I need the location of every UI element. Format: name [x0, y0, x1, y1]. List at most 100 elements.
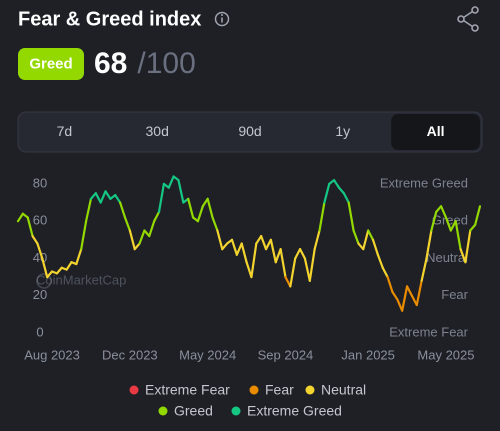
line-segment — [123, 216, 131, 232]
line-segment — [26, 216, 34, 238]
legend: Extreme Fear Fear Neutral Greed Extreme Gree… — [129, 382, 366, 419]
watermark-logo — [36, 273, 52, 289]
zone-label: Fear — [441, 287, 468, 302]
line-segment — [80, 220, 88, 251]
line-segment — [323, 182, 331, 204]
info-icon[interactable] — [214, 11, 230, 27]
line-segment — [36, 242, 44, 260]
legend-swatch — [231, 406, 241, 416]
line-segment — [464, 229, 472, 264]
line-segment — [250, 242, 258, 279]
line-segment — [177, 179, 185, 204]
line-segment — [347, 201, 355, 232]
line-segment — [55, 266, 63, 275]
x-tick-label: May 2025 — [417, 347, 474, 362]
line-segment — [469, 223, 477, 232]
line-segment — [128, 229, 136, 251]
line-segment — [211, 216, 219, 232]
line-segment — [362, 229, 370, 251]
line-segment — [264, 238, 272, 251]
tabs: 7d 30d 90d 1y All — [57, 114, 480, 150]
line-segment — [352, 229, 360, 245]
status-badge — [18, 48, 84, 80]
tab[interactable]: 30d — [146, 123, 169, 139]
line-segment — [444, 216, 452, 232]
tab[interactable]: All — [427, 123, 445, 139]
line-segment — [187, 197, 195, 219]
line-segment — [401, 285, 409, 312]
line-segment — [298, 248, 307, 260]
legend-label: Extreme Fear — [145, 382, 230, 398]
legend-label: Fear — [265, 382, 294, 398]
line-segment — [216, 229, 224, 251]
line-segment — [342, 192, 350, 204]
line-segment — [454, 220, 462, 251]
line-segment — [16, 212, 24, 223]
line-segment — [333, 179, 341, 189]
line-segment — [46, 270, 54, 279]
line-segment — [221, 242, 229, 251]
line-segment — [167, 175, 175, 189]
line-segment — [337, 186, 345, 195]
zone-label: Extreme Greed — [380, 175, 468, 190]
x-tick-label: Jan 2025 — [341, 347, 395, 362]
line-segment — [245, 261, 253, 279]
line-segment — [420, 257, 428, 282]
tab-selected — [391, 114, 480, 150]
line-segment — [279, 248, 287, 279]
x-tick-label: Sep 2024 — [258, 347, 314, 362]
line-segment — [439, 205, 448, 219]
line-segment — [235, 242, 243, 256]
y-tick-label: 20 — [33, 287, 47, 302]
line-segment — [148, 220, 156, 238]
line-segment — [289, 257, 297, 288]
line-segment — [367, 229, 375, 241]
line-segment — [274, 248, 282, 264]
line-segment — [84, 197, 93, 223]
line-segment — [308, 248, 316, 282]
line-segment — [376, 253, 384, 269]
legend-label: Extreme Greed — [247, 403, 342, 419]
line-segment — [435, 205, 443, 213]
index-max: /100 — [137, 47, 195, 80]
line-segment — [133, 242, 141, 251]
tab[interactable]: 90d — [238, 123, 261, 139]
line-segment — [41, 257, 49, 279]
line-segment — [294, 248, 302, 260]
legend-swatch — [249, 385, 259, 395]
tab-bar — [17, 111, 483, 153]
y-tick-label: 60 — [33, 213, 47, 228]
zone-label: Neutral — [426, 250, 468, 265]
zone-label: Greed — [432, 213, 468, 228]
line-segment — [260, 234, 268, 251]
y-tick-label: 80 — [33, 175, 47, 190]
line-segment — [396, 298, 404, 312]
share-icon[interactable] — [457, 6, 479, 32]
line-segment — [381, 266, 389, 279]
tab[interactable]: 7d — [57, 123, 73, 139]
line-segment — [114, 193, 122, 204]
x-tick-label: May 2024 — [179, 347, 236, 362]
line-segment — [313, 229, 321, 251]
line-segment — [104, 190, 112, 200]
line-segment — [240, 242, 248, 264]
line-segment — [206, 197, 214, 219]
legend-label: Neutral — [321, 382, 366, 398]
line-segment — [153, 210, 161, 223]
line-segment — [474, 205, 482, 227]
x-tick-label: Aug 2023 — [24, 347, 80, 362]
line-segment — [430, 210, 438, 232]
legend-swatch — [305, 385, 315, 395]
line-segment — [157, 182, 165, 213]
tab[interactable]: 1y — [335, 123, 350, 139]
line-segment — [75, 248, 83, 266]
line-segment — [89, 192, 97, 200]
y-tick-label: 0 — [36, 324, 43, 339]
line-segment — [303, 257, 311, 282]
line-segment — [196, 205, 204, 223]
line-segment — [405, 285, 414, 297]
zone-label: Extreme Fear — [389, 324, 468, 339]
line-segment — [138, 229, 146, 245]
